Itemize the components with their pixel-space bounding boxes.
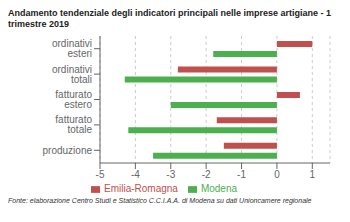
svg-text:-4: -4 xyxy=(131,169,140,180)
html-text:Modena: Modena xyxy=(200,183,237,194)
svg-text:fatturatoestero: fatturatoestero xyxy=(55,89,92,110)
svg-text:-2: -2 xyxy=(202,169,211,180)
html-text:Fonte: elaborazione Centro Stu: Fonte: elaborazione Centro Studi e Stati… xyxy=(8,197,312,204)
svg-text:1: 1 xyxy=(310,169,316,180)
svg-text:ordinativitotali: ordinativitotali xyxy=(52,64,92,85)
svg-text:-5: -5 xyxy=(96,169,105,180)
svg-text:0: 0 xyxy=(274,169,280,180)
svg-text:-1: -1 xyxy=(237,169,246,180)
html-text:Andamento tendenziale degli in: Andamento tendenziale degli indicatori p… xyxy=(8,8,332,29)
svg-text:ordinativiesteri: ordinativiesteri xyxy=(52,38,92,59)
html-text:Emilia-Romagna: Emilia-Romagna xyxy=(104,183,178,194)
svg-text:-3: -3 xyxy=(166,169,175,180)
svg-text:produzione: produzione xyxy=(43,145,93,156)
svg-text:fatturatototale: fatturatototale xyxy=(55,114,92,135)
